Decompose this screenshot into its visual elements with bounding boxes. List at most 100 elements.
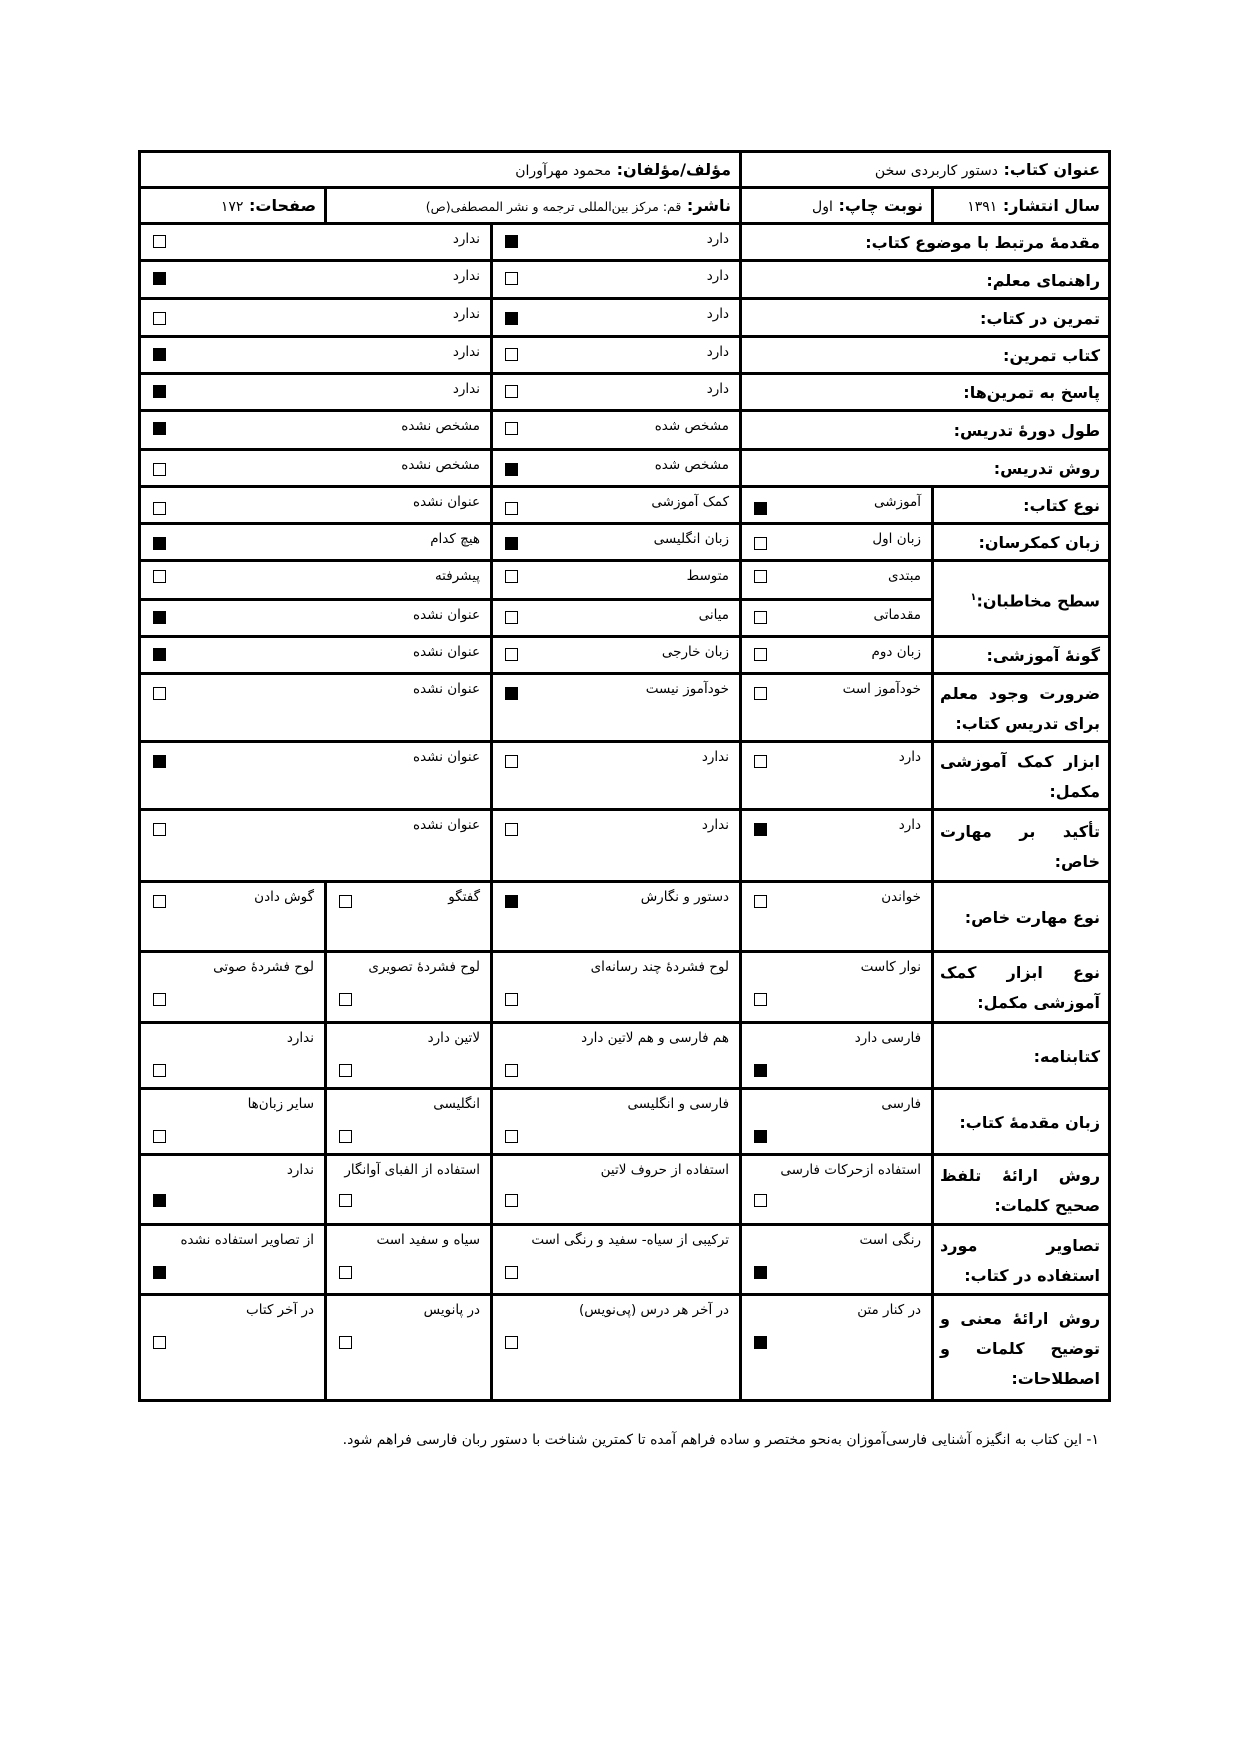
checkbox-unchecked[interactable] [754, 1194, 768, 1207]
checkbox-checked[interactable] [153, 1194, 166, 1207]
checkbox-checked[interactable] [505, 687, 519, 700]
checkbox-unchecked[interactable] [153, 463, 166, 476]
option-cell[interactable]: ترکیبی از سیاه- سفید و رنگی است [490, 1223, 743, 1296]
option-cell[interactable]: فارسی [739, 1087, 935, 1156]
checkbox-unchecked[interactable] [505, 993, 519, 1006]
checkbox-unchecked[interactable] [153, 312, 166, 325]
option-cell[interactable]: ندارد [137, 259, 494, 300]
option-cell[interactable]: میانی [490, 598, 743, 638]
checkbox-unchecked[interactable] [505, 385, 519, 398]
option-cell[interactable]: دارد [490, 335, 743, 375]
checkbox-unchecked[interactable] [339, 993, 353, 1006]
checkbox-unchecked[interactable] [505, 502, 519, 515]
option-cell[interactable]: متوسط [490, 559, 743, 601]
checkbox-checked[interactable] [505, 235, 519, 248]
option-cell[interactable]: لوح فشردهٔ چند رسانه‌ای [490, 950, 743, 1024]
checkbox-checked[interactable] [153, 385, 166, 398]
checkbox-checked[interactable] [754, 1064, 768, 1077]
checkbox-unchecked[interactable] [339, 1336, 353, 1349]
option-cell[interactable]: کمک آموزشی [490, 485, 743, 525]
option-cell[interactable]: ندارد [137, 222, 494, 262]
checkbox-unchecked[interactable] [505, 823, 519, 836]
checkbox-checked[interactable] [153, 1266, 166, 1279]
checkbox-unchecked[interactable] [339, 1130, 353, 1143]
option-cell[interactable]: زبان اول [739, 522, 935, 562]
checkbox-unchecked[interactable] [505, 1336, 519, 1349]
checkbox-unchecked[interactable] [153, 1130, 166, 1143]
option-cell[interactable]: ندارد [490, 808, 743, 883]
checkbox-checked[interactable] [754, 1130, 768, 1143]
checkbox-checked[interactable] [153, 755, 166, 768]
option-cell[interactable]: مشخص نشده [137, 448, 494, 488]
checkbox-unchecked[interactable] [153, 993, 166, 1006]
option-cell[interactable]: عنوان نشده [137, 485, 494, 525]
option-cell[interactable]: انگلیسی [324, 1087, 494, 1156]
checkbox-unchecked[interactable] [754, 755, 768, 768]
checkbox-unchecked[interactable] [505, 1194, 519, 1207]
checkbox-unchecked[interactable] [754, 611, 768, 624]
checkbox-unchecked[interactable] [153, 502, 166, 515]
option-cell[interactable]: زبان دوم [739, 635, 935, 675]
option-cell[interactable]: مشخص نشده [137, 409, 494, 451]
checkbox-checked[interactable] [153, 272, 166, 285]
option-cell[interactable]: در کنار متن [739, 1293, 935, 1402]
checkbox-checked[interactable] [153, 648, 166, 661]
checkbox-checked[interactable] [754, 823, 768, 836]
option-cell[interactable]: آموزشی [739, 485, 935, 525]
checkbox-unchecked[interactable] [505, 1130, 519, 1143]
option-cell[interactable]: مشخص شده [490, 448, 743, 488]
checkbox-unchecked[interactable] [153, 1336, 166, 1349]
checkbox-unchecked[interactable] [505, 1266, 519, 1279]
option-cell[interactable]: عنوان نشده [137, 598, 494, 638]
option-cell[interactable]: هم فارسی و هم لاتین دارد [490, 1021, 743, 1090]
option-cell[interactable]: سایر زبان‌ها [137, 1087, 328, 1156]
option-cell[interactable]: عنوان نشده [137, 635, 494, 675]
option-cell[interactable]: دارد [490, 297, 743, 338]
option-cell[interactable]: عنوان نشده [137, 808, 494, 883]
option-cell[interactable]: مقدماتی [739, 598, 935, 638]
option-cell[interactable]: ندارد [137, 1021, 328, 1090]
option-cell[interactable]: دارد [490, 372, 743, 412]
checkbox-unchecked[interactable] [339, 1064, 353, 1077]
option-cell[interactable]: رنگی است [739, 1223, 935, 1296]
option-cell[interactable]: استفاده از حروف لاتین [490, 1153, 743, 1226]
option-cell[interactable]: فارسی دارد [739, 1021, 935, 1090]
option-cell[interactable]: استفاده ازحرکات فارسی [739, 1153, 935, 1226]
checkbox-unchecked[interactable] [153, 823, 166, 836]
option-cell[interactable]: دارد [490, 222, 743, 262]
option-cell[interactable]: گفتگو [324, 880, 494, 953]
option-cell[interactable]: گوش دادن [137, 880, 328, 953]
checkbox-unchecked[interactable] [754, 687, 768, 700]
option-cell[interactable]: ندارد [490, 740, 743, 811]
option-cell[interactable]: در پانویس [324, 1293, 494, 1402]
checkbox-unchecked[interactable] [505, 272, 519, 285]
checkbox-unchecked[interactable] [754, 570, 768, 583]
option-cell[interactable]: در آخر هر درس (پی‌نویس) [490, 1293, 743, 1402]
option-cell[interactable]: پیشرفته [137, 559, 494, 601]
checkbox-unchecked[interactable] [505, 611, 519, 624]
checkbox-unchecked[interactable] [754, 993, 768, 1006]
option-cell[interactable]: در آخر کتاب [137, 1293, 328, 1402]
option-cell[interactable]: خودآموز است [739, 672, 935, 743]
checkbox-checked[interactable] [505, 463, 519, 476]
checkbox-checked[interactable] [153, 611, 166, 624]
option-cell[interactable]: لاتین دارد [324, 1021, 494, 1090]
checkbox-checked[interactable] [153, 348, 166, 361]
checkbox-unchecked[interactable] [505, 648, 519, 661]
checkbox-checked[interactable] [754, 502, 768, 515]
option-cell[interactable]: عنوان نشده [137, 740, 494, 811]
checkbox-checked[interactable] [505, 895, 519, 908]
checkbox-unchecked[interactable] [505, 422, 519, 435]
checkbox-unchecked[interactable] [505, 755, 519, 768]
checkbox-unchecked[interactable] [153, 895, 166, 908]
checkbox-unchecked[interactable] [339, 1266, 353, 1279]
option-cell[interactable]: لوح فشردهٔ تصویری [324, 950, 494, 1024]
checkbox-unchecked[interactable] [505, 1064, 519, 1077]
option-cell[interactable]: دستور و نگارش [490, 880, 743, 953]
option-cell[interactable]: زبان خارجی [490, 635, 743, 675]
option-cell[interactable]: ندارد [137, 372, 494, 412]
option-cell[interactable]: سیاه و سفید است [324, 1223, 494, 1296]
checkbox-checked[interactable] [754, 1266, 768, 1279]
option-cell[interactable]: ندارد [137, 297, 494, 338]
checkbox-checked[interactable] [153, 422, 166, 435]
